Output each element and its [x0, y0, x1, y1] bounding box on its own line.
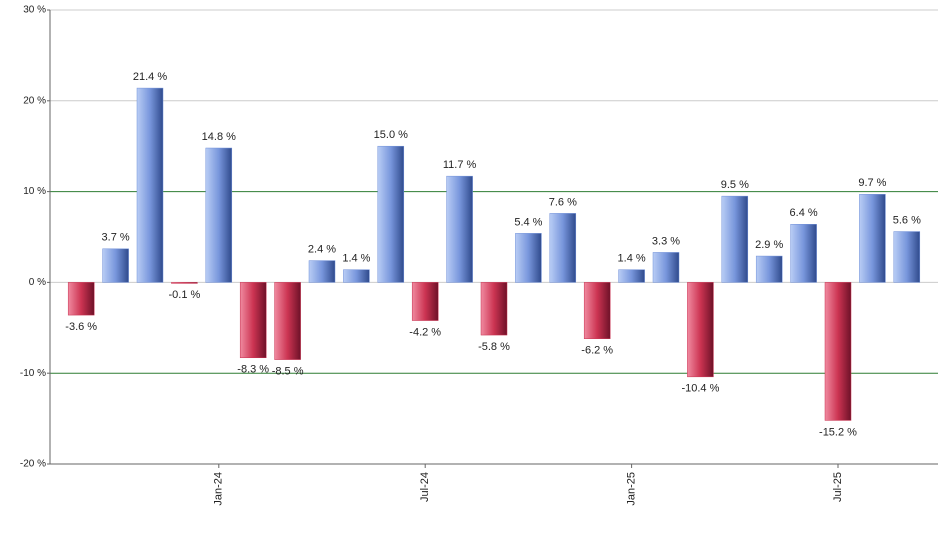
y-tick-label: -10 %: [20, 368, 46, 379]
bar: [515, 233, 542, 283]
value-label: 6.4 %: [790, 207, 818, 219]
bar: [618, 269, 645, 283]
value-label: -4.2 %: [409, 326, 441, 338]
bar: [652, 252, 680, 283]
bar: [549, 213, 577, 283]
bar: [790, 224, 817, 283]
bar: [343, 269, 370, 283]
value-label: 7.6 %: [549, 196, 577, 208]
bar: [67, 282, 95, 316]
bar: [308, 260, 336, 283]
bar: [171, 282, 198, 284]
value-label: 5.4 %: [514, 216, 542, 228]
bar: [411, 282, 439, 321]
value-label: -15.2 %: [819, 426, 857, 438]
value-label: 9.7 %: [858, 177, 886, 189]
value-label: 2.4 %: [308, 244, 336, 256]
value-label: -8.5 %: [272, 365, 304, 377]
y-tick-label: 10 %: [23, 186, 46, 197]
value-label: -10.4 %: [681, 383, 719, 395]
value-label: -8.3 %: [237, 364, 269, 376]
value-label: 1.4 %: [618, 253, 646, 265]
bar: [102, 248, 129, 283]
x-tick-label: Jan-24: [213, 472, 225, 506]
value-label: -3.6 %: [65, 321, 97, 333]
bar: [446, 175, 473, 283]
x-tick-label: Jan-25: [626, 472, 638, 506]
value-label: 9.5 %: [721, 179, 749, 191]
bar: [136, 87, 164, 283]
bar: [274, 282, 301, 360]
value-label: 3.7 %: [102, 232, 130, 244]
bar: [377, 145, 405, 283]
value-label: 21.4 %: [133, 71, 167, 83]
value-label: 15.0 %: [374, 129, 408, 141]
value-label: 1.4 %: [342, 253, 370, 265]
y-tick-label: 30 %: [23, 5, 46, 16]
bar: [480, 282, 508, 336]
bar: [239, 282, 267, 359]
bar: [859, 194, 886, 283]
value-label: 2.9 %: [755, 239, 783, 251]
x-tick-label: Jul-25: [832, 472, 844, 502]
bar: [893, 231, 921, 283]
value-label: -0.1 %: [169, 289, 201, 301]
y-tick-label: 20 %: [23, 95, 46, 106]
bar: [687, 282, 714, 378]
bar: [824, 282, 852, 421]
value-label: -5.8 %: [478, 341, 510, 353]
bar: [755, 255, 783, 283]
value-label: 14.8 %: [202, 131, 236, 143]
value-label: 11.7 %: [443, 159, 477, 171]
value-label: 3.3 %: [652, 235, 680, 247]
bar: [205, 147, 233, 283]
x-tick-label: Jul-24: [419, 472, 431, 502]
bar: [721, 195, 749, 283]
bar: [583, 282, 611, 339]
y-tick-label: 0 %: [29, 277, 46, 288]
value-label: 5.6 %: [893, 214, 921, 226]
y-tick-label: -20 %: [20, 459, 46, 470]
value-label: -6.2 %: [581, 345, 613, 357]
